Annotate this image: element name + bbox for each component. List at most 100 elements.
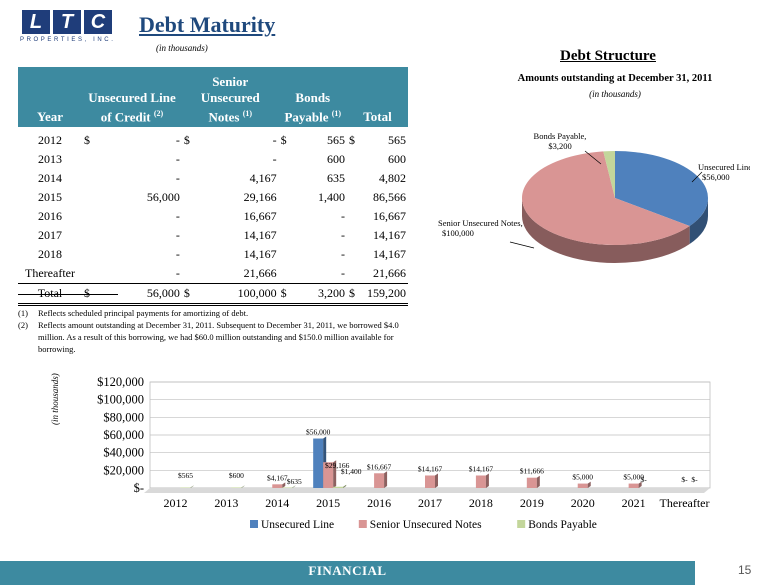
plot-floor <box>144 488 710 493</box>
bar-side <box>241 485 245 488</box>
cell-senior-notes: - <box>272 133 277 147</box>
cell-currency <box>82 245 100 264</box>
pie-slice-side <box>522 198 690 263</box>
pie-slice-value-label: $3,200 <box>548 141 571 151</box>
cell-senior-notes: 100,000 <box>199 283 279 306</box>
footnote-mark: (2) <box>18 320 28 330</box>
bar-data-label: $- <box>691 475 698 484</box>
footnote-text: Reflects amount outstanding at December … <box>38 320 399 354</box>
cell-currency <box>347 150 365 169</box>
x-tick-label: 2016 <box>367 496 391 510</box>
bar <box>526 477 537 488</box>
x-tick-label: 2015 <box>316 496 340 510</box>
cell-currency: $ <box>346 283 365 306</box>
bar <box>323 462 334 488</box>
debt-maturity-table: Year Unsecured Line of Credit (2) Senior… <box>18 67 408 306</box>
cell-currency <box>279 245 297 264</box>
cell-unsecured-line: - <box>175 152 180 166</box>
footer-bar <box>0 561 695 585</box>
cell-bonds: 565 <box>326 133 345 147</box>
y-tick-label: $40,000 <box>103 446 144 460</box>
table-total-row: Total $56,000 $100,000 $3,200 $159,200 <box>18 283 408 306</box>
col-header-total: Total <box>346 67 408 127</box>
footnote-text: Reflects scheduled principal payments fo… <box>38 308 249 318</box>
cell-currency <box>279 264 297 284</box>
bar-side <box>343 484 347 488</box>
bar-data-label: $4,167 <box>267 473 288 482</box>
cell-currency: $ <box>181 283 200 306</box>
pie-leader-line <box>584 150 602 165</box>
cell-currency <box>182 150 200 169</box>
cell-total: 565 <box>388 133 406 147</box>
page-title: Debt Maturity <box>139 12 276 37</box>
pie-slice-value-label: $56,000 <box>702 172 730 182</box>
x-tick-label: 2013 <box>214 496 238 510</box>
cell-currency: $ <box>84 133 90 147</box>
cell-total: 4,802 <box>379 171 406 185</box>
bar-data-label: $16,667 <box>367 462 392 471</box>
bar-data-label: $- <box>681 475 688 484</box>
cell-total: 600 <box>388 152 406 166</box>
cell-currency <box>82 169 100 188</box>
cell-currency <box>347 207 365 226</box>
cell-currency <box>347 245 365 264</box>
cell-bonds: - <box>340 228 345 242</box>
cell-currency <box>279 150 297 169</box>
table-row: 2014 - 4,167 635 4,802 <box>18 169 408 188</box>
pie-chart-subtitle: Amounts outstanding at December 31, 2011 <box>517 73 713 84</box>
logo-letter: C <box>84 10 112 34</box>
footer-section-label: FINANCIAL <box>308 563 387 578</box>
bar <box>313 438 324 488</box>
page-subtitle: (in thousands) <box>156 43 208 53</box>
x-tick-label: Thereafter <box>660 496 710 510</box>
pie-slice <box>603 151 615 198</box>
cell-unsecured-line: - <box>175 209 180 223</box>
legend-label: Senior Unsecured Notes <box>370 519 482 531</box>
cell-year: 2014 <box>38 171 62 185</box>
y-tick-label: $20,000 <box>103 463 144 477</box>
cell-currency: $ <box>280 133 287 147</box>
pie-slice-side <box>689 198 708 245</box>
table-row: 2016 - 16,667 - 16,667 <box>18 207 408 226</box>
cell-currency <box>279 226 297 245</box>
cell-currency <box>82 150 100 169</box>
cell-currency <box>279 207 297 226</box>
y-tick-label: $100,000 <box>97 393 144 407</box>
bar-chart-y-axis-label: (in thousands) <box>50 373 60 425</box>
pie-leader-line <box>691 171 703 183</box>
cell-currency <box>347 226 365 245</box>
bar-data-label: $56,000 <box>306 428 331 437</box>
x-tick-label: 2018 <box>469 496 493 510</box>
cell-year: 2013 <box>38 152 62 166</box>
pie-slice <box>522 151 690 245</box>
cell-currency: $ <box>348 133 355 147</box>
legend-label: Bonds Payable <box>528 519 597 531</box>
col-header-unsecured-line: Unsecured Line of Credit (2) <box>82 67 182 127</box>
cell-year: 2017 <box>38 228 62 242</box>
bar-data-label: $- <box>641 475 648 484</box>
cell-senior-notes: 21,666 <box>243 266 277 280</box>
table-row: 2017 - 14,167 - 14,167 <box>18 226 408 245</box>
cell-currency <box>182 245 200 264</box>
legend-swatch <box>250 520 258 528</box>
legend-swatch <box>358 520 367 528</box>
cell-bonds: 635 <box>326 171 345 185</box>
x-tick-label: 2014 <box>265 496 289 510</box>
bar-side <box>190 485 194 488</box>
bar-data-label: $5,000 <box>572 473 593 482</box>
footnote-divider <box>18 294 118 295</box>
pie-slice-label: Unsecured Line, <box>698 162 750 172</box>
col-header-bonds: Bonds Payable (1) <box>278 67 347 127</box>
cell-unsecured-line: - <box>175 247 180 261</box>
table-row: Thereafter - 21,666 - 21,666 <box>18 264 408 284</box>
cell-currency <box>347 188 365 207</box>
y-tick-label: $120,000 <box>97 375 144 389</box>
bar-side <box>638 481 642 488</box>
bar-data-label: $565 <box>178 471 193 480</box>
bar-side <box>333 460 337 488</box>
pie-slice-value-label: $100,000 <box>442 228 474 238</box>
cell-year: 2012 <box>38 133 62 147</box>
cell-currency <box>182 188 200 207</box>
cell-bonds: - <box>340 247 345 261</box>
bar-data-label: $5,000 <box>623 473 644 482</box>
